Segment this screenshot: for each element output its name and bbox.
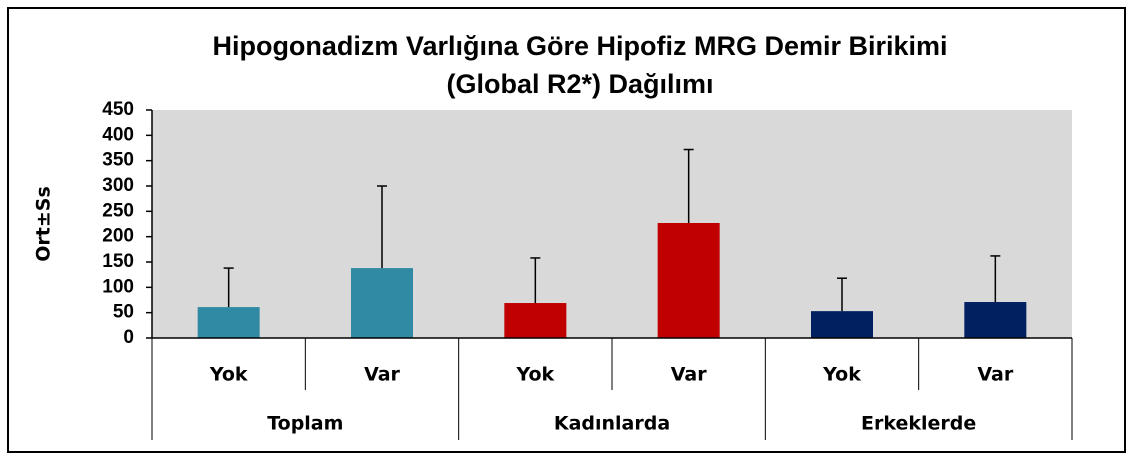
chart-title: (Global R2*) Dağılımı xyxy=(446,69,713,99)
y-tick-label: 0 xyxy=(123,327,134,348)
y-tick-label: 200 xyxy=(102,226,134,247)
bar xyxy=(811,311,873,338)
y-axis-label: Ort±Ss xyxy=(33,186,55,262)
chart-title: Hipogonadizm Varlığına Göre Hipofiz MRG … xyxy=(212,31,947,61)
y-tick-label: 400 xyxy=(102,124,134,145)
bar xyxy=(504,303,567,338)
x-tick-label: Var xyxy=(364,364,400,386)
plot-area xyxy=(152,110,1072,338)
y-tick-label: 300 xyxy=(102,175,134,196)
x-tick-label: Var xyxy=(977,364,1013,386)
y-tick-label: 150 xyxy=(102,251,134,272)
y-tick-label: 450 xyxy=(102,99,134,120)
group-label: Erkeklerde xyxy=(861,413,976,435)
y-tick-label: 100 xyxy=(102,276,134,297)
bar xyxy=(351,268,413,338)
group-label: Toplam xyxy=(267,413,343,435)
bar xyxy=(197,307,260,338)
x-tick-label: Yok xyxy=(822,364,861,386)
x-tick-label: Var xyxy=(671,364,707,386)
x-tick-label: Yok xyxy=(515,364,554,386)
y-tick-label: 50 xyxy=(113,302,134,323)
group-label: Kadınlarda xyxy=(554,413,670,435)
y-tick-label: 350 xyxy=(102,150,134,171)
bar xyxy=(964,302,1027,338)
x-tick-label: Yok xyxy=(209,364,248,386)
bar xyxy=(657,222,720,338)
y-tick-label: 250 xyxy=(102,200,134,221)
